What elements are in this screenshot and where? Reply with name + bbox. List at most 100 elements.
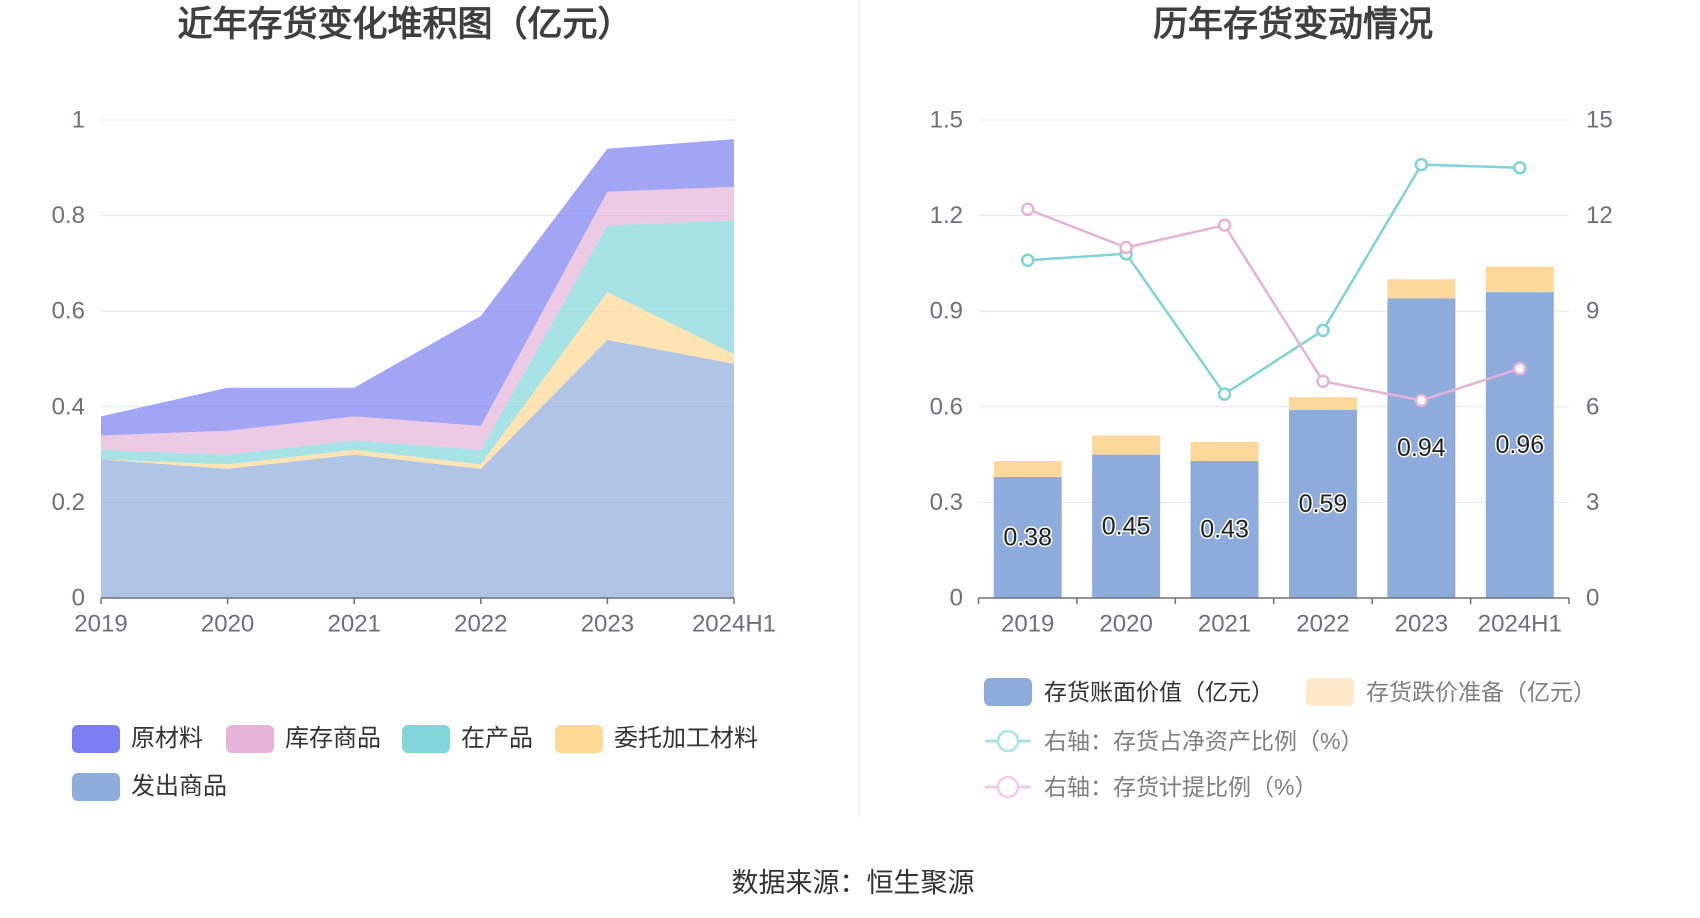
legend-swatch [226,725,274,753]
x-tick-label: 2023 [1395,611,1448,638]
x-tick-label: 2019 [1001,611,1054,638]
legend-label: 存货跌价准备（亿元） [1366,679,1596,705]
bar-impairment-provision[interactable] [1092,435,1161,455]
area-finished-goods[interactable] [101,186,734,455]
legend-label: 右轴：存货占净资产比例（%） [1044,728,1364,754]
point-inventory-to-net-assets[interactable] [1414,157,1429,172]
legend-line-marker-icon [985,729,1031,753]
y-left-tick-label: 0.3 [930,489,963,516]
x-tick-label: 2024H1 [692,611,776,638]
y-right-tick-label: 6 [1586,393,1599,420]
y-right-tick-label: 9 [1586,298,1599,325]
data-source-footer: 数据来源：恒生聚源 [731,868,975,898]
x-tick-label: 2023 [581,611,634,638]
legend-label: 存货账面价值（亿元） [1044,679,1274,705]
legend-item-book-value[interactable]: 存货账面价值（亿元） [984,677,1274,707]
bar-impairment-provision[interactable] [1190,441,1259,461]
point-provision-ratio[interactable] [1217,218,1232,232]
x-tick-label: 2021 [328,611,381,638]
line-inventory-to-net-assets[interactable] [1027,163,1520,396]
bar-impairment-provision[interactable] [993,460,1062,477]
x-tick-label: 2024H1 [1478,611,1562,638]
line-provision-ratio[interactable] [1027,208,1521,402]
y-tick-label: 0.4 [52,393,85,420]
bar-value-label: 0.43 [1200,515,1249,543]
y-tick-label: 0 [72,585,85,612]
legend-item-finished-goods[interactable]: 库存商品 [226,724,381,754]
bar-book-value[interactable] [993,476,1062,598]
legend-item-provision-ratio[interactable]: 右轴：存货计提比例（%） [984,772,1317,802]
y-tick-label: 0.2 [52,489,85,516]
bar-impairment-provision[interactable] [1288,397,1357,410]
y-right-tick-label: 15 [1586,107,1613,134]
y-tick-label: 1 [72,107,85,134]
point-provision-ratio[interactable] [1316,374,1330,389]
point-provision-ratio[interactable] [1119,240,1133,255]
legend-label: 库存商品 [285,725,381,752]
y-left-tick-label: 0 [950,585,963,612]
x-tick-label: 2022 [454,611,507,638]
legend-item-outsourced-processing-materials[interactable]: 委托加工材料 [555,724,758,754]
bar-book-value[interactable] [1288,409,1357,598]
legend-swatch [1306,678,1354,706]
point-inventory-to-net-assets[interactable] [1217,387,1232,401]
legend-swatch [402,725,450,753]
legend-label: 右轴：存货计提比例（%） [1044,774,1318,800]
point-inventory-to-net-assets[interactable] [1020,253,1035,267]
legend-swatch [72,725,120,753]
legend-label: 在产品 [461,725,533,752]
legend-swatch [984,678,1032,706]
bar-value-label: 0.96 [1495,431,1544,459]
legend-item-impairment-provision[interactable]: 存货跌价准备（亿元） [1306,677,1596,707]
area-goods-shipped[interactable] [101,339,734,598]
bar-line-chart: 0 0.3 0.6 0.9 1.2 1.5 0 3 6 9 12 15 2019 2020 2021 2022… [930,107,1613,638]
bar-impairment-provision[interactable] [1485,266,1554,293]
bar-book-value[interactable] [1092,454,1161,598]
point-inventory-to-net-assets[interactable] [1316,323,1330,338]
y-right-tick-label: 3 [1586,489,1599,516]
area-outsourced-processing-materials[interactable] [101,292,734,469]
legend-swatch [555,725,603,753]
legend-item-raw-materials[interactable]: 原材料 [72,724,203,754]
legend-line-marker-icon [985,775,1031,799]
legend-marker [996,729,1020,753]
stacked-area-chart-title: 近年存货变化堆积图（亿元） [177,5,633,44]
bar-line-chart-title: 历年存货变动情况 [1152,5,1433,44]
x-tick-label: 2019 [74,611,127,638]
y-left-tick-label: 0.6 [930,393,963,420]
bar-book-value[interactable] [1387,298,1456,598]
y-left-tick-label: 1.2 [930,202,963,229]
legend-item-goods-shipped[interactable]: 发出商品 [72,772,227,802]
bar-value-label: 0.59 [1299,490,1348,518]
y-right-tick-label: 12 [1586,202,1613,229]
legend-marker [996,775,1020,799]
legend-label: 原材料 [131,725,203,752]
point-provision-ratio[interactable] [1020,202,1035,216]
bar-impairment-provision[interactable] [1387,279,1456,299]
x-tick-label: 2020 [1099,611,1152,638]
legend-item-inventory-to-net-assets[interactable]: 右轴：存货占净资产比例（%） [984,726,1363,756]
y-tick-label: 0.8 [52,202,85,229]
stacked-area-chart: 0 0.2 0.4 0.6 0.8 1 2019 2020 2021 2022 2023 2024H1 [52,107,776,638]
bar-value-label: 0.38 [1003,523,1052,551]
x-tick-label: 2022 [1296,611,1349,638]
bar-value-label: 0.45 [1102,512,1151,540]
x-tick-label: 2020 [201,611,254,638]
y-right-tick-label: 0 [1586,585,1599,612]
area-work-in-progress[interactable] [101,220,734,465]
point-inventory-to-net-assets[interactable] [1513,161,1527,175]
point-provision-ratio[interactable] [1414,393,1429,408]
legend-label: 发出商品 [131,773,227,800]
area-raw-materials[interactable] [101,139,734,436]
legend-label: 委托加工材料 [614,725,758,752]
x-tick-label: 2021 [1198,611,1251,638]
chart-divider [859,0,860,817]
point-provision-ratio[interactable] [1513,361,1527,376]
legend-item-work-in-progress[interactable]: 在产品 [402,724,533,754]
y-tick-label: 0.6 [52,298,85,325]
y-left-tick-label: 1.5 [930,107,963,134]
bar-book-value[interactable] [1190,460,1259,598]
y-left-tick-label: 0.9 [930,298,963,325]
bar-book-value[interactable] [1485,292,1554,598]
